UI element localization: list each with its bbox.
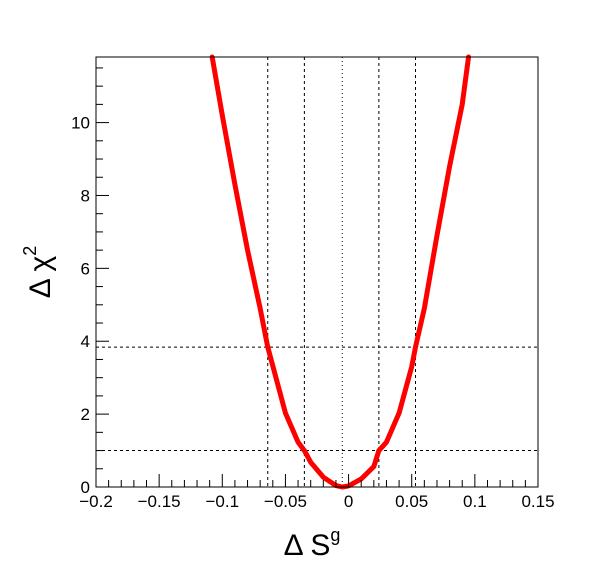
- reference-lines: [96, 57, 538, 487]
- plot-frame: [95, 56, 539, 488]
- x-tick-label: 0.15: [521, 492, 554, 511]
- y-tick-label: 8: [81, 186, 90, 205]
- y-tick-label: 2: [81, 405, 90, 424]
- x-tick-label: −0.15: [138, 492, 181, 511]
- y-tick-label: 4: [81, 332, 90, 351]
- y-axis-title: Δ χ2: [20, 246, 57, 298]
- x-tick-label: −0.2: [79, 492, 113, 511]
- curve-layer: [209, 54, 472, 490]
- x-tick-label: 0: [344, 492, 353, 511]
- y-tick-label: 0: [81, 478, 90, 497]
- y-tick-label: 6: [81, 259, 90, 278]
- series-line: [209, 54, 472, 490]
- x-axis-title: Δ Sg: [284, 525, 341, 562]
- tick-labels: −0.2 −0.15 −0.1 −0.05 0 0.05 0.1 0.15 0 2 4 6 8 10: [71, 114, 554, 511]
- axis-ticks: [95, 67, 539, 488]
- x-tick-label: −0.05: [264, 492, 307, 511]
- x-tick-label: −0.1: [206, 492, 240, 511]
- x-tick-label: 0.1: [463, 492, 487, 511]
- y-tick-label: 10: [71, 114, 90, 133]
- x-tick-label: 0.05: [395, 492, 428, 511]
